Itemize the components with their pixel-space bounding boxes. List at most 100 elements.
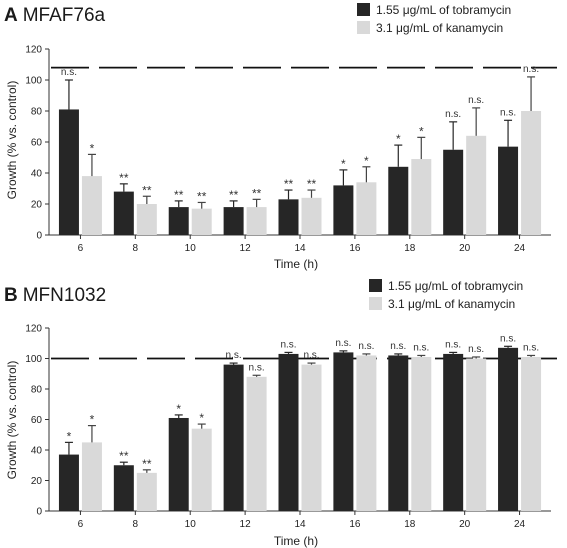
- bar-tobramycin: [58, 454, 79, 511]
- significance-label: **: [197, 189, 207, 203]
- significance-label: *: [176, 402, 181, 416]
- significance-label: n.s.: [61, 67, 77, 78]
- significance-label: n.s.: [226, 350, 242, 361]
- panel-a-letter: A: [4, 5, 18, 26]
- panel-b: B MFN1032 1.55 μg/mL of tobramycin 3.1 μg…: [4, 279, 557, 548]
- x-tick-label: 10: [185, 519, 197, 530]
- significance-label: n.s.: [358, 341, 374, 352]
- bar-kanamycin: [246, 376, 267, 511]
- significance-label: n.s.: [445, 109, 461, 120]
- bar-kanamycin: [356, 355, 377, 511]
- bar-tobramycin: [498, 146, 519, 235]
- x-tick-label: 24: [514, 243, 526, 254]
- bar-tobramycin: [168, 417, 189, 511]
- bar-tobramycin: [443, 149, 464, 235]
- legend-swatch-kanamycin: [369, 297, 382, 310]
- panel-a-x-axis-label: Time (h): [274, 257, 318, 271]
- y-tick-label: 20: [31, 200, 43, 211]
- bar-tobramycin: [113, 191, 134, 235]
- x-tick-label: 12: [240, 243, 252, 254]
- y-tick-label: 80: [31, 107, 43, 118]
- x-tick-label: 14: [294, 243, 306, 254]
- panel-b-letter: B: [4, 285, 18, 306]
- significance-label: *: [199, 411, 204, 425]
- bar-tobramycin: [223, 364, 244, 511]
- x-tick-label: 8: [133, 243, 139, 254]
- significance-label: **: [284, 177, 294, 191]
- significance-label: **: [119, 449, 129, 463]
- panel-a-title: A MFAF76a: [4, 5, 106, 26]
- panel-a-y-axis-label: Growth (% vs. control): [5, 81, 19, 200]
- y-tick-label: 60: [31, 415, 43, 426]
- bar-tobramycin: [278, 353, 299, 511]
- significance-label: *: [419, 124, 424, 138]
- significance-label: n.s.: [413, 342, 429, 353]
- panel-b-y-axis-label: Growth (% vs. control): [5, 361, 19, 480]
- y-tick-label: 0: [36, 507, 42, 518]
- y-tick-label: 40: [31, 169, 43, 180]
- x-tick-label: 8: [133, 519, 139, 530]
- significance-label: **: [252, 186, 262, 200]
- bar-tobramycin: [113, 465, 134, 511]
- y-tick-label: 40: [31, 446, 43, 457]
- bar-tobramycin: [168, 207, 189, 235]
- legend-swatch-kanamycin: [357, 21, 370, 34]
- bar-tobramycin: [388, 166, 409, 235]
- significance-label: n.s.: [468, 344, 484, 355]
- bar-kanamycin: [301, 364, 322, 511]
- y-tick-label: 100: [25, 354, 42, 365]
- significance-label: **: [142, 457, 152, 471]
- y-tick-label: 80: [31, 385, 43, 396]
- bar-kanamycin: [136, 204, 157, 235]
- significance-label: *: [90, 141, 95, 155]
- bar-kanamycin: [301, 197, 322, 235]
- significance-label: **: [119, 171, 129, 185]
- bar-tobramycin: [223, 207, 244, 235]
- significance-label: **: [229, 188, 239, 202]
- significance-label: **: [174, 188, 184, 202]
- bar-tobramycin: [333, 352, 354, 511]
- significance-label: n.s.: [523, 64, 539, 75]
- x-tick-label: 18: [404, 243, 416, 254]
- y-tick-label: 120: [25, 324, 42, 335]
- significance-label: n.s.: [303, 350, 319, 361]
- x-tick-label: 20: [459, 243, 471, 254]
- significance-label: n.s.: [280, 339, 296, 350]
- bar-kanamycin: [521, 356, 542, 511]
- x-tick-label: 10: [185, 243, 197, 254]
- panel-b-title: B MFN1032: [4, 285, 106, 306]
- significance-label: n.s.: [500, 333, 516, 344]
- y-tick-label: 100: [25, 76, 42, 87]
- bar-tobramycin: [443, 353, 464, 511]
- significance-label: *: [67, 429, 72, 443]
- significance-label: *: [396, 132, 401, 146]
- x-tick-label: 24: [514, 519, 526, 530]
- bar-tobramycin: [388, 355, 409, 511]
- bar-kanamycin: [411, 356, 432, 511]
- x-tick-label: 6: [78, 243, 84, 254]
- significance-label: n.s.: [335, 338, 351, 349]
- significance-label: *: [341, 157, 346, 171]
- significance-label: n.s.: [500, 107, 516, 118]
- significance-label: *: [364, 154, 369, 168]
- bar-kanamycin: [136, 472, 157, 511]
- panel-b-plot: 0204060801001206**8****10**12n.s.n.s.14n…: [25, 324, 557, 530]
- legend-swatch-tobramycin: [369, 279, 382, 292]
- panel-a-name: MFAF76a: [23, 5, 106, 26]
- bar-kanamycin: [466, 358, 487, 511]
- x-tick-label: 12: [240, 519, 252, 530]
- bar-tobramycin: [58, 109, 79, 235]
- significance-label: **: [142, 183, 152, 197]
- bar-kanamycin: [191, 208, 212, 235]
- y-tick-label: 20: [31, 476, 43, 487]
- bar-kanamycin: [246, 207, 267, 235]
- panel-a-legend: 1.55 μg/mL of tobramycin 3.1 μg/mL of ka…: [357, 3, 511, 35]
- x-tick-label: 6: [78, 519, 84, 530]
- significance-label: n.s.: [523, 342, 539, 353]
- panel-a: A MFAF76a 1.55 μg/mL of tobramycin 3.1 μg…: [4, 3, 557, 271]
- bar-tobramycin: [333, 185, 354, 235]
- bar-kanamycin: [191, 428, 212, 511]
- legend-label-kanamycin: 3.1 μg/mL of kanamycin: [388, 297, 515, 311]
- bar-kanamycin: [356, 182, 377, 235]
